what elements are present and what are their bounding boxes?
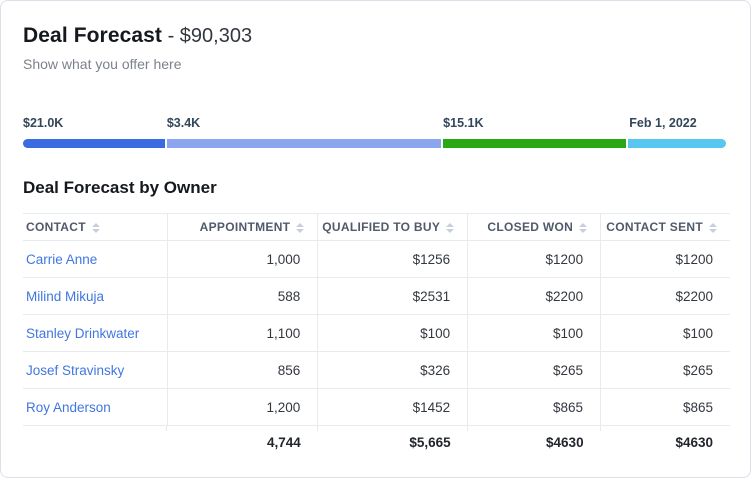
contact-link[interactable]: Stanley Drinkwater: [26, 325, 140, 341]
stage-label-date: Feb 1, 2022: [629, 116, 697, 130]
column-header-qualified-to-buy[interactable]: QUALIFIED TO BUY: [317, 213, 468, 241]
progress-segment-2: [167, 139, 441, 148]
cell-contact-sent: $265: [600, 351, 730, 389]
sort-icon[interactable]: [579, 222, 588, 233]
stage-label-appointment: $21.0K: [23, 116, 64, 130]
contact-link[interactable]: Milind Mikuja: [26, 288, 105, 304]
sort-icon[interactable]: [446, 222, 455, 233]
total-qualified-to-buy: $5,665: [316, 425, 468, 460]
sort-icon[interactable]: [296, 222, 305, 233]
cell-closed-won: $2200: [467, 277, 601, 315]
cell-qualified-to-buy: $1452: [317, 388, 468, 426]
deal-forecast-table: CONTACT APPOINTMENT QUALIFIED TO BUY CLO…: [23, 213, 730, 460]
cell-appointment: 588: [166, 277, 318, 315]
report-title: Deal Forecast: [23, 24, 163, 47]
table-row: Stanley Drinkwater 1,100 $100 $100 $100: [23, 314, 730, 352]
cell-contact-sent: $1200: [600, 240, 730, 278]
contact-link[interactable]: Roy Anderson: [26, 399, 111, 415]
totals-empty-cell: [23, 426, 167, 460]
cell-appointment: 856: [166, 351, 318, 389]
cell-appointment: 1,200: [166, 388, 318, 426]
cell-qualified-to-buy: $100: [317, 314, 468, 352]
cell-closed-won: $100: [467, 314, 601, 352]
cell-qualified-to-buy: $1256: [317, 240, 468, 278]
cell-closed-won: $1200: [467, 240, 601, 278]
progress-bar: [23, 139, 728, 148]
sort-icon[interactable]: [709, 222, 717, 233]
table-title: Deal Forecast by Owner: [23, 178, 217, 197]
stage-label-closed-won: $15.1K: [443, 116, 484, 130]
progress-labels: $21.0K $3.4K $15.1K Feb 1, 2022: [23, 116, 728, 131]
report-subtitle: Show what you offer here: [23, 56, 182, 72]
cell-appointment: 1,000: [166, 240, 318, 278]
table-row: Roy Anderson 1,200 $1452 $865 $865: [23, 388, 730, 426]
progress-segment-4: [627, 139, 726, 148]
cell-qualified-to-buy: $326: [317, 351, 468, 389]
total-contact-sent: $4630: [599, 425, 730, 460]
cell-appointment: 1,100: [166, 314, 318, 352]
cell-closed-won: $865: [467, 388, 601, 426]
table-row: Milind Mikuja 588 $2531 $2200 $2200: [23, 277, 730, 315]
report-total-amount: - $90,303: [162, 25, 253, 47]
column-header-contact[interactable]: CONTACT: [23, 213, 168, 241]
cell-contact-sent: $2200: [600, 277, 730, 315]
contact-link[interactable]: Carrie Anne: [26, 251, 98, 267]
progress-segment-3: [442, 139, 626, 148]
contact-link[interactable]: Josef Stravinsky: [26, 362, 125, 378]
table-row: Carrie Anne 1,000 $1256 $1200 $1200: [23, 240, 730, 278]
total-appointment: 4,744: [166, 425, 318, 460]
cell-closed-won: $265: [467, 351, 601, 389]
cell-qualified-to-buy: $2531: [317, 277, 468, 315]
column-header-contact-sent[interactable]: CONTACT SENT: [600, 213, 730, 241]
forecast-progress: $21.0K $3.4K $15.1K Feb 1, 2022: [23, 116, 728, 148]
cell-contact-sent: $865: [600, 388, 730, 426]
column-header-closed-won[interactable]: CLOSED WON: [467, 213, 601, 241]
cell-contact-sent: $100: [600, 314, 730, 352]
total-closed-won: $4630: [466, 425, 601, 460]
column-header-appointment[interactable]: APPOINTMENT: [166, 213, 318, 241]
table-header-row: CONTACT APPOINTMENT QUALIFIED TO BUY CLO…: [23, 213, 730, 241]
page-title: Deal Forecast - $90,303: [23, 24, 728, 50]
stage-label-qualified: $3.4K: [166, 116, 201, 130]
totals-row: 4,744 $5,665 $4630 $4630: [23, 425, 730, 460]
table-row: Josef Stravinsky 856 $326 $265 $265: [23, 351, 730, 389]
sort-icon[interactable]: [91, 222, 100, 233]
progress-segment-1: [23, 139, 166, 148]
